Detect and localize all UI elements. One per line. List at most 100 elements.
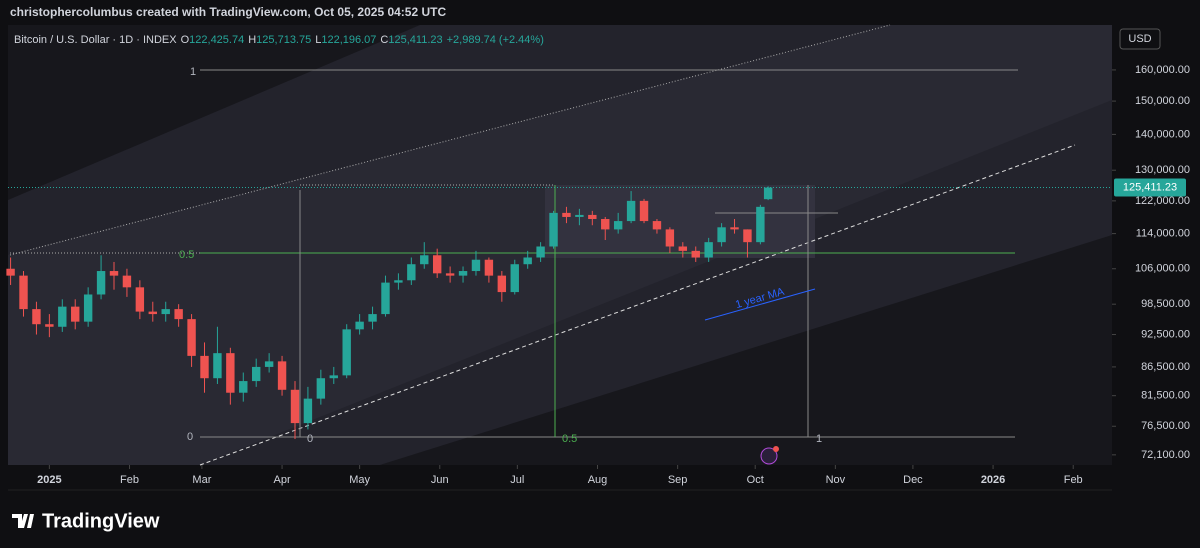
candle-body (458, 271, 468, 276)
candle-body (83, 294, 93, 322)
candle-body (277, 361, 287, 390)
candle-body (122, 275, 132, 288)
event-icon[interactable] (760, 447, 778, 465)
y-tick-label: 76,500.00 (1141, 420, 1190, 432)
candle-body (200, 355, 209, 379)
candle-body (96, 271, 106, 295)
logo-text: TradingView (42, 510, 160, 532)
ohlc-value: 122,196.07 (321, 34, 376, 46)
candle-body (575, 214, 584, 217)
fib-label: 1 (816, 433, 822, 445)
candle-body (626, 200, 636, 222)
candle-body (109, 271, 119, 276)
candle-body (549, 212, 558, 247)
currency: USD (1128, 33, 1151, 45)
y-tick-label: 114,000.00 (1136, 228, 1190, 240)
logo: TradingView (12, 510, 160, 532)
y-tick-label: 106,000.00 (1135, 263, 1190, 275)
y-tick-label: 130,000.00 (1135, 164, 1190, 176)
y-tick-label: 72,100.00 (1141, 449, 1190, 461)
candle-body (161, 309, 170, 315)
symbol-title: Bitcoin / U.S. Dollar · 1D · INDEX (14, 34, 177, 46)
last-price-label: 125,411.23 (1123, 181, 1177, 193)
candle-body (639, 200, 649, 222)
channel-mid (199, 144, 1076, 466)
ohlc-value: 125,411.23 (388, 34, 442, 46)
ohlc-key: L (315, 34, 321, 46)
x-tick-label: 2025 (37, 474, 61, 486)
ohlc-key: O (181, 34, 190, 46)
candle-body (588, 214, 597, 220)
y-tick-label: 92,500.00 (1141, 328, 1190, 340)
y-tick-label: 140,000.00 (1135, 128, 1190, 140)
candle-body (329, 375, 338, 379)
candle-body (691, 250, 700, 258)
logo-icon (12, 514, 34, 528)
ohlc-change: +2,989.74 (+2.44%) (447, 34, 544, 46)
candle-body (471, 259, 481, 272)
candle-body (187, 319, 196, 356)
candle-body (303, 398, 313, 424)
ohlc-value: 122,425.74 (189, 34, 244, 46)
candles (6, 186, 773, 440)
ohlc-value: 125,713.75 (256, 34, 311, 46)
candle-body (6, 268, 15, 276)
candle-body (601, 219, 610, 230)
candle-body (407, 264, 416, 281)
candle-body (19, 275, 28, 310)
ohlc-key: H (248, 34, 256, 46)
x-tick-label: Mar (192, 474, 211, 486)
candle-body (704, 242, 713, 258)
x-tick-label: Jul (510, 474, 524, 486)
y-tick-label: 81,500.00 (1141, 390, 1190, 402)
candle-body (32, 309, 41, 325)
candle-body (730, 227, 739, 230)
candle-body (252, 366, 261, 382)
y-tick-label: 160,000.00 (1135, 64, 1190, 76)
candle-body (355, 321, 364, 330)
y-tick-label: 122,000.00 (1135, 195, 1190, 207)
candle-body (510, 264, 519, 293)
x-tick-label: Apr (273, 474, 290, 486)
fib-label: 0.5 (179, 249, 194, 261)
candle-body (264, 361, 274, 367)
x-tick-label: Feb (120, 474, 139, 486)
candle-body (135, 287, 145, 312)
candle-body (652, 221, 662, 230)
candle-body (756, 206, 765, 243)
candle-body (665, 229, 675, 247)
caption: christophercolumbus created with Trading… (10, 5, 446, 19)
candle-body (148, 311, 157, 315)
fib-label: 0 (187, 431, 193, 443)
candle-body (71, 306, 80, 322)
fib-label: 1 (190, 66, 196, 78)
x-tick-label: Feb (1064, 474, 1083, 486)
x-tick-label: Oct (747, 474, 764, 486)
x-tick-label: Sep (668, 474, 688, 486)
candle-body (342, 329, 351, 376)
candle-body (394, 280, 403, 283)
candle-body (743, 229, 752, 243)
ohlc-header: O 122,425.74 H 125,713.75 L 122,196.07 C 125,41… (181, 34, 544, 46)
candle-body (613, 221, 623, 230)
candle-body (368, 314, 377, 322)
candle-body (420, 255, 429, 265)
candle-body (213, 353, 222, 379)
x-tick-label: Jun (431, 474, 449, 486)
candle-body (484, 259, 494, 276)
candle-body (763, 187, 773, 200)
x-tick-label: Nov (826, 474, 846, 486)
candle-body (290, 389, 300, 424)
x-tick-label: 2026 (981, 474, 1005, 486)
fib-label: 0 (307, 433, 313, 445)
candle-body (381, 282, 390, 315)
candle-body (445, 273, 455, 276)
y-tick-label: 98,500.00 (1141, 298, 1190, 310)
fib-label: 0.5 (562, 433, 577, 445)
candle-body (523, 257, 532, 265)
currency-button[interactable] (1119, 28, 1161, 50)
candle-body (45, 324, 54, 327)
candle-body (174, 309, 183, 320)
candle-body (497, 275, 507, 293)
